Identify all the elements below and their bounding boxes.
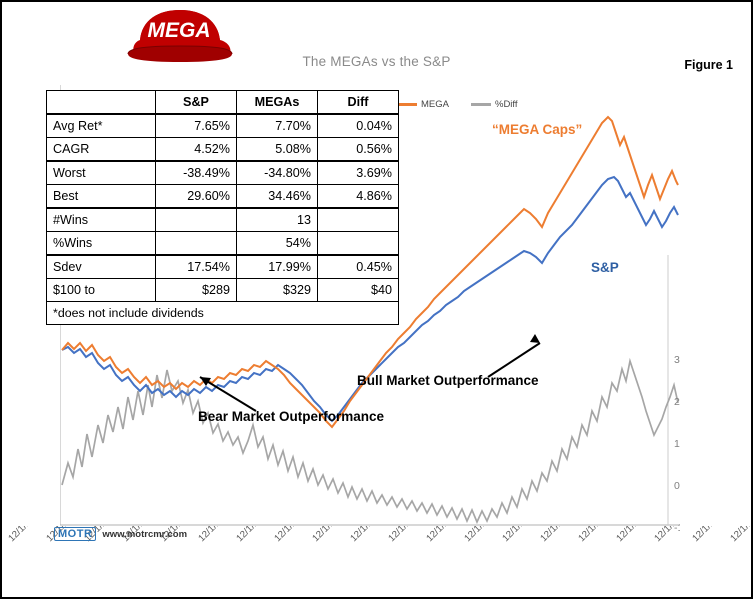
table-row: #Wins 13 [46,207,399,232]
x-tick-10: 12/1/2009 [386,526,424,544]
x-tick-6: 12/1/2005 [234,526,272,544]
motr-url[interactable]: www.motrcmr.com [102,528,188,540]
table-row: Sdev 17.54% 17.99% 0.45% [46,254,399,279]
stats-header-sp: S&P [155,90,237,115]
footer: MOTR www.motrcmr.com [54,527,187,541]
annotation-mega-caps: “MEGA Caps” [492,122,583,137]
legend-swatch-diff [471,103,491,106]
stats-sdev-sp: 17.54% [155,254,237,279]
table-footnote-row: *does not include dividends [46,301,399,325]
annotation-bear-market: Bear Market Outperformance [198,409,385,424]
series-line-diff [61,357,679,525]
x-tick-12: 12/1/2011 [462,526,499,544]
stats-header-blank [46,90,156,115]
table-row: Worst -38.49% -34.80% 3.69% [46,160,399,185]
annotation-sp: S&P [591,260,619,275]
stats-worst-sp: -38.49% [155,160,237,185]
stats-100to-mega: $329 [236,278,318,302]
x-tick-16: 12/1/2015 [614,526,652,544]
plot-area: 500 400 300 200 100 0 30% 20% 10% 0% -10… [60,85,680,537]
stats-best-mega: 34.46% [236,184,318,209]
x-tick-14: 12/1/2013 [538,526,576,544]
x-tick-18: 12/1/2017 [690,526,728,544]
y2-tick-10: 10% [674,438,680,450]
x-tick-0: 12/1/1999 [6,526,44,544]
table-row: Best 29.60% 34.46% 4.86% [46,184,399,209]
x-tick-19: 12/1/2018 [728,526,753,544]
stats-wins-diff [317,207,399,232]
x-tick-11: 12/1/2010 [424,526,462,544]
legend-label-diff: %Diff [495,99,518,110]
stats-cagr-diff: 0.56% [317,137,399,162]
stats-pct-wins-mega: 54% [236,231,318,256]
stats-footnote: *does not include dividends [46,301,399,325]
page-title: The MEGAs vs the S&P [302,54,451,69]
stats-best-sp: 29.60% [155,184,237,209]
table-row: %Wins 54% [46,231,399,256]
stats-label-worst: Worst [46,160,156,185]
table-row: CAGR 4.52% 5.08% 0.56% [46,137,399,162]
stats-label-best: Best [46,184,156,209]
stats-cagr-sp: 4.52% [155,137,237,162]
x-tick-8: 12/1/2007 [310,526,348,544]
x-tick-5: 12/1/2004 [196,526,234,544]
annotation-bull-market: Bull Market Outperformance [357,373,539,388]
stats-sdev-mega: 17.99% [236,254,318,279]
stats-pct-wins-sp [155,231,237,256]
stats-best-diff: 4.86% [317,184,399,209]
stats-table: S&P MEGAs Diff Avg Ret* 7.65% 7.70% 0.04… [46,90,399,325]
bull-annotation-arrow [487,342,541,378]
x-tick-13: 12/1/2012 [500,526,538,544]
table-header-row: S&P MEGAs Diff [46,90,399,115]
stats-header-diff: Diff [317,90,399,115]
figure-label: Figure 1 [684,58,733,72]
legend-item-diff: %Diff [471,99,518,110]
legend-swatch-mega [397,103,418,106]
x-tick-15: 12/1/2014 [576,526,614,544]
stats-label-sdev: Sdev [46,254,156,279]
y2-tick-0: 0% [674,480,680,492]
y2-tick-neg10: -10% [674,522,680,534]
bear-annotation-arrow [199,376,257,412]
mega-hat-logo: MEGA [120,4,238,66]
series-line-mega [61,115,679,429]
stats-wins-mega: 13 [236,207,318,232]
stats-label-cagr: CAGR [46,137,156,162]
stats-header-megas: MEGAs [236,90,318,115]
stats-wins-sp [155,207,237,232]
stats-pct-wins-diff [317,231,399,256]
logo-text: MEGA [148,19,211,42]
table-row: Avg Ret* 7.65% 7.70% 0.04% [46,113,399,138]
stats-avg-ret-diff: 0.04% [317,113,399,138]
stats-worst-diff: 3.69% [317,160,399,185]
stats-sdev-diff: 0.45% [317,254,399,279]
stats-100to-diff: $40 [317,278,399,302]
motr-logo: MOTR [54,527,97,541]
stats-label-wins: #Wins [46,207,156,232]
legend-item-mega: MEGA [397,99,449,110]
stats-avg-ret-mega: 7.70% [236,113,318,138]
stats-avg-ret-sp: 7.65% [155,113,237,138]
stats-label-100to: $100 to [46,278,156,302]
stats-label-avg-ret: Avg Ret* [46,113,156,138]
x-tick-9: 12/1/2008 [348,526,386,544]
stats-cagr-mega: 5.08% [236,137,318,162]
series-line-sp [61,175,679,423]
stats-label-pct-wins: %Wins [46,231,156,256]
x-tick-17: 12/1/2016 [652,526,690,544]
y2-tick-30: 30% [674,354,680,366]
y2-tick-20: 20% [674,396,680,408]
x-tick-7: 12/1/2006 [272,526,310,544]
stats-worst-mega: -34.80% [236,160,318,185]
legend-label-mega: MEGA [421,99,449,110]
stats-100to-sp: $289 [155,278,237,302]
table-row: $100 to $289 $329 $40 [46,278,399,302]
